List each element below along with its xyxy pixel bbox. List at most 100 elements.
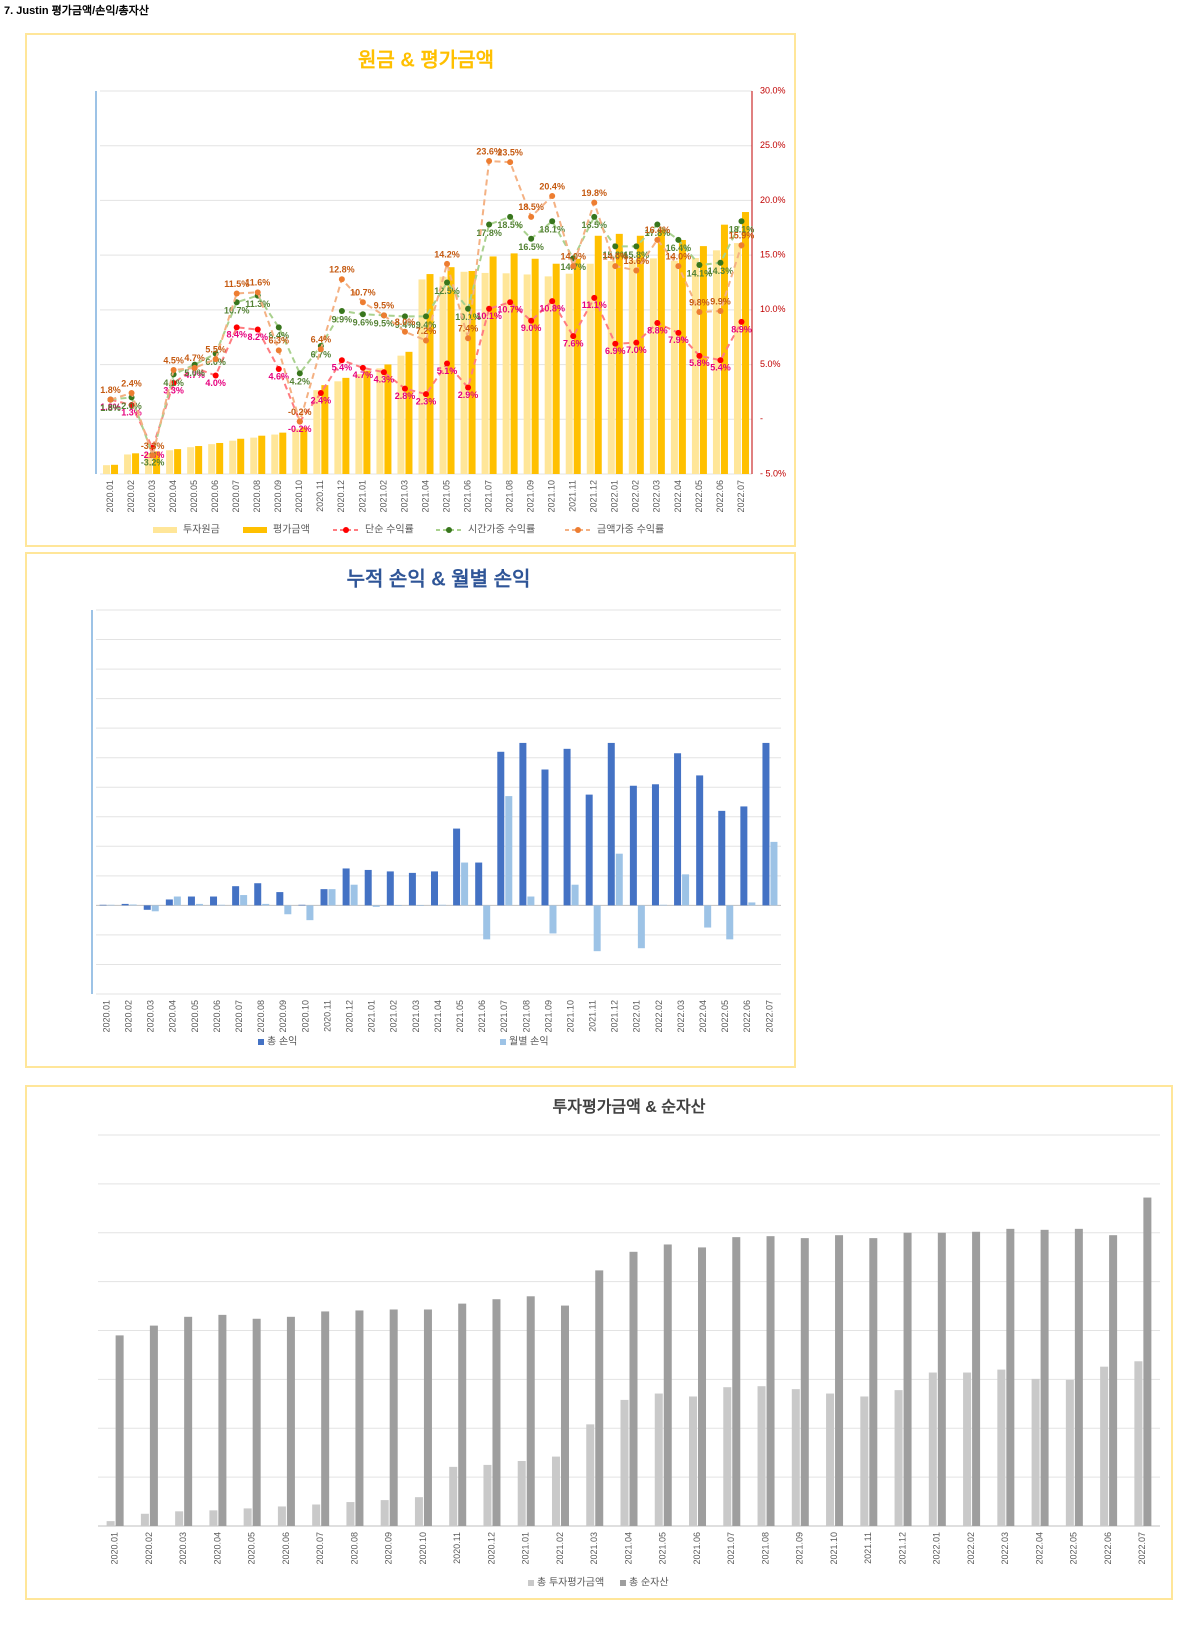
bar xyxy=(187,896,195,906)
bar xyxy=(408,872,416,906)
bar xyxy=(312,1504,321,1526)
value-label: 18.1% xyxy=(729,225,755,235)
bar xyxy=(132,453,140,474)
x-tick-label: 2021.10 xyxy=(547,480,557,513)
marker xyxy=(296,370,303,377)
bar xyxy=(143,905,151,910)
x-tick-label: 2021.11 xyxy=(568,480,578,512)
x-tick-label: 2021.01 xyxy=(367,1000,377,1033)
value-label: 2.4% xyxy=(121,378,142,388)
chart-title: 투자평가금액 & 순자산 xyxy=(553,1097,706,1116)
x-tick-label: 2020.04 xyxy=(168,480,178,513)
x-tick-label: 2022.01 xyxy=(632,1000,642,1033)
value-label: 4.7% xyxy=(353,370,374,380)
value-label: 6.9% xyxy=(605,346,626,356)
value-label: 14.3% xyxy=(708,266,734,276)
value-label: 4.0% xyxy=(205,378,226,388)
marker xyxy=(591,294,598,301)
x-tick-label: 2022.04 xyxy=(698,1000,708,1033)
x-tick-label: 2020.06 xyxy=(212,1000,222,1033)
bar xyxy=(321,385,329,474)
bar xyxy=(355,1310,364,1526)
x-tick-label: 2020.01 xyxy=(110,1532,120,1565)
value-label: 2.0% xyxy=(121,401,142,411)
marker xyxy=(338,307,345,314)
y2-tick-label: 15.0% xyxy=(760,250,786,260)
marker xyxy=(128,390,135,397)
x-tick-label: 2021.04 xyxy=(433,1000,443,1033)
bar xyxy=(571,884,579,906)
bar xyxy=(229,440,237,474)
bar xyxy=(271,434,279,474)
bar xyxy=(286,1316,295,1526)
value-label: 1.3% xyxy=(121,407,142,417)
bar xyxy=(372,905,380,907)
marker xyxy=(170,367,177,374)
bar xyxy=(573,258,581,474)
x-tick-label: 2022.02 xyxy=(966,1532,976,1565)
bar xyxy=(99,904,107,906)
bar xyxy=(350,884,358,906)
bar xyxy=(615,233,623,474)
x-tick-label: 2022.02 xyxy=(654,1000,664,1033)
bar xyxy=(1074,1228,1083,1526)
x-tick-label: 2021.05 xyxy=(441,480,451,513)
x-tick-label: 2021.08 xyxy=(760,1532,770,1565)
x-tick-label: 2021.05 xyxy=(455,1000,465,1033)
bar xyxy=(439,904,446,906)
marker xyxy=(444,360,451,367)
x-tick-label: 2022.06 xyxy=(1103,1532,1113,1565)
legend-swatch xyxy=(343,527,349,533)
marker xyxy=(444,260,451,267)
marker xyxy=(254,326,261,333)
x-tick-label: 2020.08 xyxy=(252,480,262,513)
bar xyxy=(124,454,132,474)
bar xyxy=(704,905,712,928)
value-label: 14.1% xyxy=(687,268,713,278)
bar xyxy=(689,1396,698,1526)
marker xyxy=(507,159,514,166)
bar xyxy=(218,904,226,906)
value-label: 15.8% xyxy=(603,250,629,260)
marker xyxy=(233,290,240,297)
legend-swatch xyxy=(258,1039,264,1045)
bar xyxy=(149,1325,158,1526)
bar xyxy=(209,1510,218,1526)
marker xyxy=(549,218,556,225)
value-label: 6.7% xyxy=(311,349,332,359)
bar xyxy=(527,896,535,906)
x-tick-label: 2020.10 xyxy=(300,1000,310,1033)
value-label: 10.7% xyxy=(224,306,250,316)
x-tick-label: 2020.06 xyxy=(210,480,220,513)
bar xyxy=(523,274,531,474)
y2-tick-label: 25.0% xyxy=(760,140,786,150)
bar xyxy=(654,1393,663,1526)
value-label: 16.5% xyxy=(518,242,544,252)
marker xyxy=(149,452,156,459)
x-tick-label: 2021.07 xyxy=(726,1532,736,1565)
bar xyxy=(678,239,686,474)
x-tick-label: 2020.12 xyxy=(344,1000,354,1033)
bar xyxy=(549,905,557,934)
x-tick-label: 2022.02 xyxy=(631,480,641,513)
value-label: 9.4% xyxy=(416,320,437,330)
bar xyxy=(657,229,665,474)
bar xyxy=(1031,1378,1040,1526)
bar xyxy=(481,272,489,474)
x-tick-label: 2021.09 xyxy=(526,480,536,513)
marker xyxy=(107,396,114,403)
marker xyxy=(423,337,429,344)
bar xyxy=(384,364,392,474)
x-tick-label: 2022.07 xyxy=(764,1000,774,1033)
bar xyxy=(505,796,513,906)
legend-swatch xyxy=(243,527,267,533)
marker xyxy=(612,340,619,347)
value-label: 8.4% xyxy=(269,331,290,341)
value-label: 14.0% xyxy=(666,251,692,261)
value-label: 14.2% xyxy=(434,249,460,259)
x-tick-label: 2021.08 xyxy=(505,480,515,513)
bar xyxy=(492,1299,501,1526)
bar xyxy=(860,1396,869,1526)
x-tick-label: 2021.10 xyxy=(565,1000,575,1033)
bar xyxy=(243,1508,252,1526)
